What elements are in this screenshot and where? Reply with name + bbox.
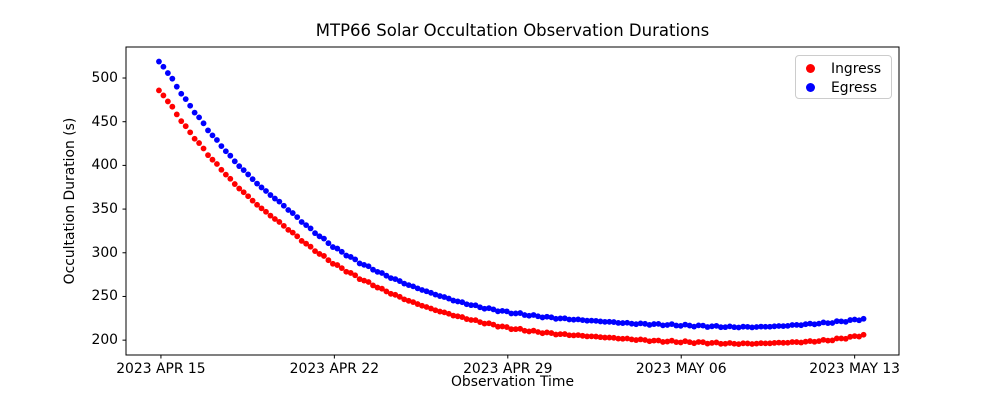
legend-item-egress: Egress xyxy=(796,78,891,97)
legend-box: Ingress Egress xyxy=(795,55,892,99)
y-tick-label-500: 500 xyxy=(91,70,118,87)
egress-marker-icon xyxy=(806,83,815,92)
x-tick-label-apr15: 2023 APR 15 xyxy=(116,361,206,377)
y-tick-label-250: 250 xyxy=(91,288,118,305)
y-tick-label-200: 200 xyxy=(91,332,118,349)
y-tick-label-350: 350 xyxy=(91,201,118,218)
legend-label-ingress: Ingress xyxy=(831,60,882,77)
y-tick-label-450: 450 xyxy=(91,113,118,130)
legend-label-egress: Egress xyxy=(831,79,878,96)
ingress-marker-icon xyxy=(806,64,815,73)
y-tick-label-300: 300 xyxy=(91,244,118,261)
x-tick-label-apr22: 2023 APR 22 xyxy=(289,361,380,377)
x-tick-label-apr29: 2023 APR 29 xyxy=(463,361,553,377)
x-axis-label: Observation Time xyxy=(451,374,574,390)
chart-title: MTP66 Solar Occultation Observation Dura… xyxy=(315,21,710,40)
y-tick-label-400: 400 xyxy=(91,157,118,174)
legend-item-ingress: Ingress xyxy=(796,59,891,78)
x-tick-label-may13: 2023 MAY 13 xyxy=(809,361,901,377)
x-tick-label-may06: 2023 MAY 06 xyxy=(635,361,727,377)
